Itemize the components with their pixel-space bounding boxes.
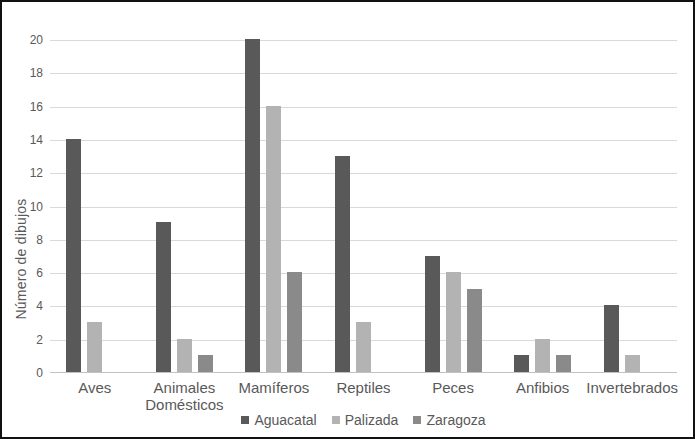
chart-frame: Número de dibujos 02468101214161820 Aves… <box>0 0 695 439</box>
x-axis-label: Animales Domésticos <box>132 379 236 413</box>
bar-palizada <box>266 106 281 372</box>
bar-palizada <box>446 272 461 372</box>
y-tick-label: 2 <box>2 333 43 347</box>
gridline <box>50 173 677 174</box>
legend-swatch <box>332 416 340 424</box>
legend-item-aguacatal: Aguacatal <box>241 412 316 428</box>
y-tick-label: 10 <box>2 200 43 214</box>
bar-aguacatal <box>245 39 260 372</box>
bar-aguacatal <box>66 139 81 372</box>
legend-item-zaragoza: Zaragoza <box>413 412 485 428</box>
x-axis-label: Mamíferos <box>222 379 326 396</box>
x-axis-label: Peces <box>401 379 505 396</box>
gridline <box>50 207 677 208</box>
y-tick-label: 12 <box>2 166 43 180</box>
y-tick-label: 16 <box>2 100 43 114</box>
legend-label: Aguacatal <box>254 412 316 428</box>
bar-aguacatal <box>335 156 350 373</box>
bar-palizada <box>535 339 550 372</box>
bar-aguacatal <box>514 355 529 372</box>
x-axis-label: Aves <box>43 379 147 396</box>
legend-swatch <box>413 416 421 424</box>
bar-zaragoza <box>467 289 482 372</box>
y-tick-label: 20 <box>2 33 43 47</box>
y-tick-label: 14 <box>2 133 43 147</box>
gridline <box>50 40 677 41</box>
plot-area <box>50 40 677 373</box>
bar-palizada <box>625 355 640 372</box>
legend-item-palizada: Palizada <box>332 412 399 428</box>
gridline <box>50 306 677 307</box>
bar-aguacatal <box>425 256 440 373</box>
y-tick-label: 18 <box>2 66 43 80</box>
x-axis-label: Anfibios <box>491 379 595 396</box>
gridline <box>50 73 677 74</box>
x-axis-label: Invertebrados <box>580 379 684 396</box>
bar-palizada <box>356 322 371 372</box>
y-tick-label: 0 <box>2 366 43 380</box>
legend-label: Palizada <box>345 412 399 428</box>
gridline <box>50 140 677 141</box>
x-axis-label: Reptiles <box>312 379 416 396</box>
y-tick-label: 6 <box>2 266 43 280</box>
legend: Aguacatal Palizada Zaragoza <box>50 411 677 429</box>
bar-aguacatal <box>604 305 619 372</box>
y-tick-label: 8 <box>2 233 43 247</box>
legend-swatch <box>241 416 249 424</box>
gridline <box>50 273 677 274</box>
bar-zaragoza <box>198 355 213 372</box>
bar-palizada <box>87 322 102 372</box>
legend-label: Zaragoza <box>426 412 485 428</box>
bar-zaragoza <box>556 355 571 372</box>
bar-aguacatal <box>156 222 171 372</box>
bar-palizada <box>177 339 192 372</box>
gridline <box>50 107 677 108</box>
gridline <box>50 240 677 241</box>
bar-zaragoza <box>287 272 302 372</box>
y-tick-label: 4 <box>2 299 43 313</box>
